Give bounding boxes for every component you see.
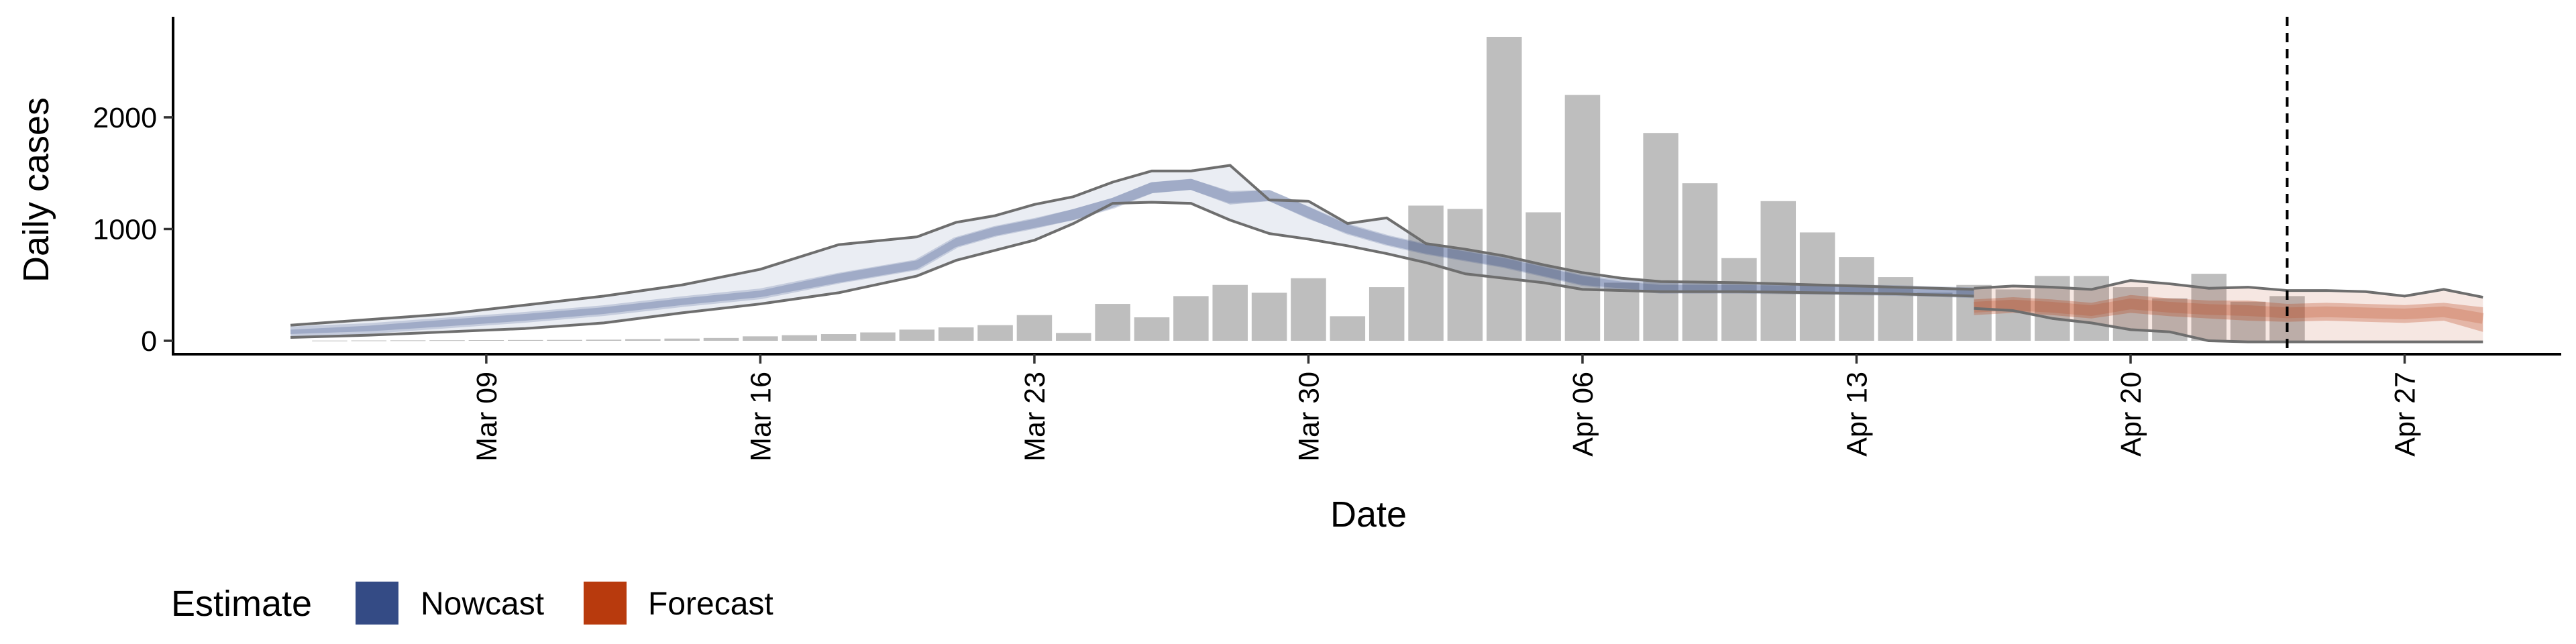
bar <box>429 340 465 341</box>
bar <box>2269 296 2305 341</box>
bar <box>1291 278 1326 341</box>
x-ticks: Mar 09 Mar 16 Mar 23 Mar 30 Apr 06 Apr 13 Apr … <box>471 354 2422 462</box>
legend: Estimate Nowcast Forecast <box>171 582 773 625</box>
y-tick-label: 1000 <box>93 213 157 246</box>
forecast-median-line <box>1974 299 2484 324</box>
ribbon-layer <box>290 165 2483 342</box>
y-ticks: 0 1000 2000 <box>93 102 173 358</box>
forecast-upper-line <box>1974 279 2483 299</box>
nowcast-upper-line <box>290 164 1974 327</box>
legend-swatch-nowcast <box>356 582 398 625</box>
bar <box>507 339 543 341</box>
bar <box>1330 316 1366 341</box>
bar <box>899 329 935 341</box>
bar <box>1525 212 1561 341</box>
bar <box>1408 205 1444 341</box>
bar <box>1487 36 1522 341</box>
bar <box>1760 201 1796 341</box>
bar <box>1604 282 1640 341</box>
bar <box>1368 287 1405 341</box>
bar <box>2112 287 2149 341</box>
bar <box>1721 258 1757 341</box>
legend-label-nowcast: Nowcast <box>421 586 544 622</box>
bar <box>1016 315 1053 341</box>
bar <box>860 332 896 341</box>
bar <box>1212 284 1248 341</box>
x-tick-label: Mar 30 <box>1293 372 1325 462</box>
bar <box>625 339 661 341</box>
legend-label-forecast: Forecast <box>648 586 773 622</box>
bar <box>703 337 739 341</box>
bar <box>1839 257 1874 341</box>
bar <box>1564 95 1601 341</box>
forecast-inner-band <box>1974 294 2483 332</box>
bar <box>586 339 622 341</box>
bar <box>1095 304 1130 341</box>
legend-title: Estimate <box>171 584 312 624</box>
nowcast-median-line <box>290 178 1974 337</box>
y-tick-label: 2000 <box>93 102 157 134</box>
x-axis-title: Date <box>1330 494 1407 535</box>
bar <box>468 340 504 341</box>
forecast-outer-band <box>1974 280 2483 342</box>
bar <box>782 335 818 341</box>
y-tick-label: 0 <box>141 325 157 358</box>
x-tick-label: Apr 13 <box>1841 372 1874 457</box>
bars-layer <box>312 36 2305 341</box>
bar <box>1134 317 1170 341</box>
bar <box>1995 289 2031 341</box>
bar <box>1917 292 1953 341</box>
x-tick-label: Apr 27 <box>2390 372 2422 457</box>
bar <box>390 340 426 341</box>
x-tick-label: Apr 20 <box>2115 372 2147 457</box>
bar <box>1056 333 1091 341</box>
bar <box>1956 284 1992 341</box>
bar <box>2230 301 2266 341</box>
legend-swatch-forecast <box>584 582 627 625</box>
lines-layer <box>290 164 2484 343</box>
bar <box>1173 296 1209 341</box>
bar <box>820 334 857 341</box>
y-axis-title: Daily cases <box>16 97 56 282</box>
x-tick-label: Mar 09 <box>471 372 503 462</box>
nowcast-lower-line <box>290 201 1974 339</box>
bar <box>938 327 974 341</box>
forecast-lower-line <box>1974 307 2483 343</box>
x-tick-label: Mar 23 <box>1019 372 1051 462</box>
bar <box>547 339 582 341</box>
x-tick-label: Apr 06 <box>1567 372 1599 457</box>
bar <box>1682 183 1718 341</box>
bar <box>977 325 1013 341</box>
x-tick-label: Mar 16 <box>745 372 777 462</box>
bar <box>2191 274 2227 341</box>
bar <box>664 338 700 341</box>
bar <box>743 336 778 341</box>
nowcast-outer-band <box>290 165 1974 338</box>
bar <box>1251 292 1287 341</box>
bar <box>1643 133 1678 341</box>
axes-layer <box>172 17 2561 356</box>
